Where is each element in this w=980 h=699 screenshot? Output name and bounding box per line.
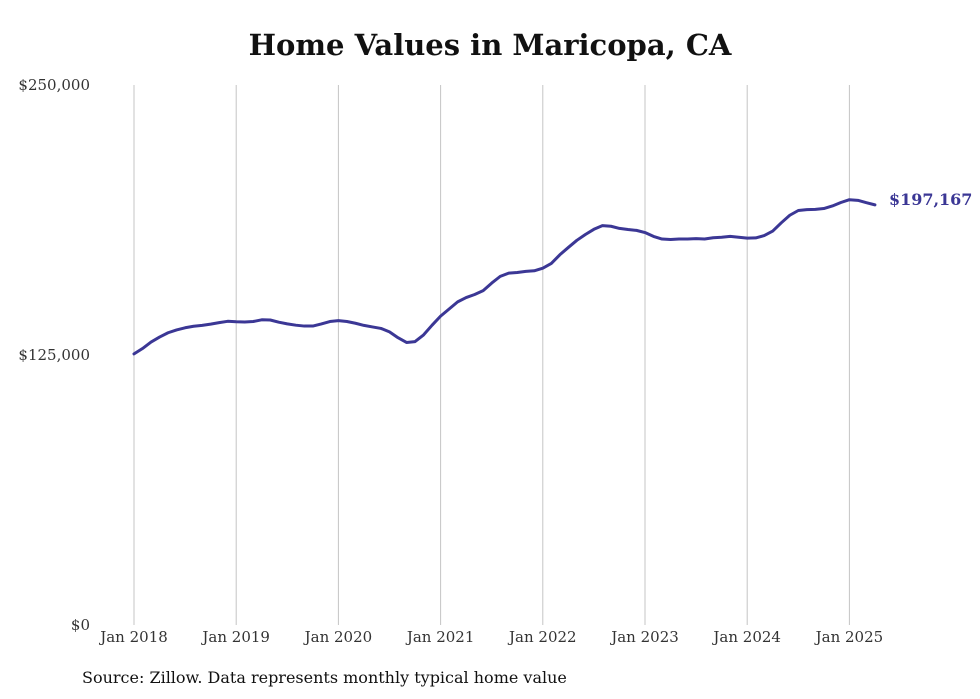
- x-axis-ticks: Jan 2018 Jan 2019 Jan 2020 Jan 2021 Jan 2022…: [98, 628, 883, 646]
- home-value-line: [132, 198, 877, 356]
- x-tick-label: Jan 2025: [814, 628, 884, 646]
- y-tick-label: $0: [71, 616, 90, 634]
- x-tick-label: Jan 2021: [405, 628, 475, 646]
- x-tick-label: Jan 2023: [609, 628, 679, 646]
- x-tick-label: Jan 2018: [98, 628, 168, 646]
- y-tick-label: $125,000: [18, 346, 90, 364]
- y-axis-ticks: $250,000 $125,000 $0: [18, 76, 90, 634]
- x-tick-label: Jan 2019: [200, 628, 270, 646]
- y-tick-label: $250,000: [18, 76, 90, 94]
- gridlines: [133, 85, 850, 625]
- x-tick-label: Jan 2024: [711, 628, 781, 646]
- x-tick-label: Jan 2022: [507, 628, 577, 646]
- x-tick-label: Jan 2020: [303, 628, 373, 646]
- end-value-label: $197,167: [889, 190, 973, 209]
- chart-title: Home Values in Maricopa, CA: [248, 28, 732, 62]
- source-note: Source: Zillow. Data represents monthly …: [82, 668, 567, 687]
